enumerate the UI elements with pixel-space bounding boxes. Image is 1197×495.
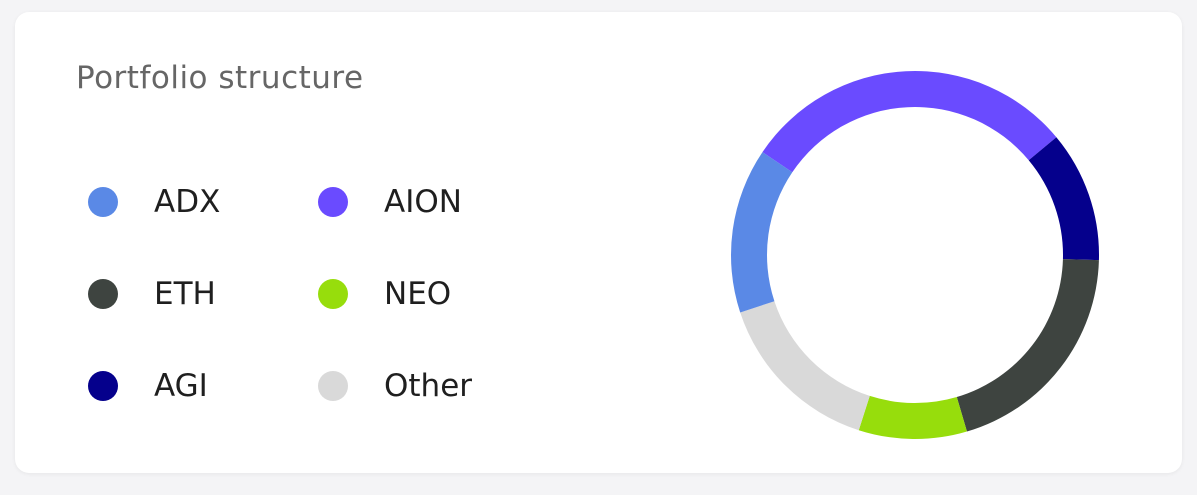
legend-swatch-adx <box>88 187 118 217</box>
legend-label-aion: AION <box>384 184 462 220</box>
card-title: Portfolio structure <box>76 60 364 96</box>
legend-item-agi: AGI <box>88 366 208 406</box>
legend-swatch-aion <box>318 187 348 217</box>
legend-item-aion: AION <box>318 182 462 222</box>
donut-slice-other[interactable] <box>740 301 870 431</box>
legend-label-neo: NEO <box>384 276 452 312</box>
legend-label-agi: AGI <box>154 368 208 404</box>
legend-label-adx: ADX <box>154 184 221 220</box>
legend-swatch-eth <box>88 279 118 309</box>
legend-item-neo: NEO <box>318 274 451 314</box>
donut-slice-eth[interactable] <box>956 259 1099 432</box>
legend-label-other: Other <box>384 368 473 404</box>
legend-item-adx: ADX <box>88 182 220 222</box>
legend-swatch-other <box>318 371 348 401</box>
donut-slice-adx[interactable] <box>731 152 793 313</box>
legend-swatch-agi <box>88 371 118 401</box>
donut-slice-aion[interactable] <box>762 71 1057 173</box>
portfolio-card: Portfolio structure ADX AION ETH NEO AGI… <box>15 12 1182 473</box>
legend-swatch-neo <box>318 279 348 309</box>
legend-item-other: Other <box>318 366 472 406</box>
legend-label-eth: ETH <box>154 276 216 312</box>
donut-chart <box>731 71 1099 439</box>
donut-slice-agi[interactable] <box>1028 137 1099 261</box>
legend-item-eth: ETH <box>88 274 216 314</box>
donut-slice-neo[interactable] <box>858 395 967 439</box>
